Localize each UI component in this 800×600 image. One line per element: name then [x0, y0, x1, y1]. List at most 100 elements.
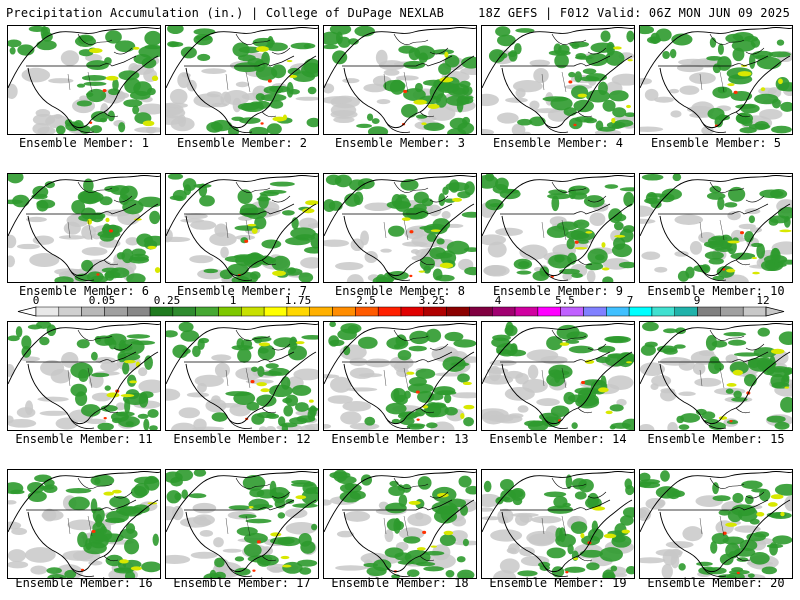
- colorbar-swatch: [537, 306, 561, 317]
- precip-map-graphic: [640, 322, 792, 430]
- ensemble-member-label: Ensemble Member: 1: [18, 136, 150, 150]
- colorbar-tick-label: 1.75: [284, 294, 312, 307]
- ensemble-member-map: [481, 25, 635, 135]
- colorbar-swatch: [355, 306, 379, 317]
- colorbar-tick-label: 12: [756, 294, 770, 307]
- precip-map-graphic: [324, 26, 476, 134]
- ensemble-member-map: [323, 173, 477, 283]
- precip-map-graphic: [482, 322, 634, 430]
- colorbar-swatch: [58, 306, 82, 317]
- ensemble-member-map: [481, 321, 635, 431]
- ensemble-member-map: [7, 173, 161, 283]
- ensemble-member-label: Ensemble Member: 19: [489, 576, 627, 590]
- ensemble-member-map: [7, 25, 161, 135]
- ensemble-member-map: [323, 25, 477, 135]
- colorbar-swatch: [400, 306, 425, 317]
- ensemble-member-map: [323, 321, 477, 431]
- ensemble-member-label: Ensemble Member: 5: [650, 136, 782, 150]
- colorbar-swatch: [742, 306, 767, 317]
- colorbar-tick-label: 7: [626, 294, 634, 307]
- precip-map-graphic: [166, 322, 318, 430]
- colorbar-swatch: [492, 306, 516, 317]
- colorbar-swatch: [263, 306, 288, 317]
- colorbar-swatch: [720, 306, 744, 317]
- colorbar-swatch: [149, 306, 174, 317]
- ensemble-member-label: Ensemble Member: 17: [173, 576, 311, 590]
- colorbar-tick-label: 0.05: [88, 294, 116, 307]
- colorbar-swatch: [606, 306, 630, 317]
- ensemble-member-map: [481, 173, 635, 283]
- colorbar-swatch: [560, 306, 584, 317]
- colorbar-swatch: [172, 306, 196, 317]
- ensemble-member-label: Ensemble Member: 8: [334, 284, 466, 298]
- precip-map-graphic: [482, 174, 634, 282]
- colorbar-right-arrow: [765, 306, 785, 317]
- precip-map-graphic: [166, 174, 318, 282]
- colorbar-swatch: [309, 306, 333, 317]
- precip-map-graphic: [324, 322, 476, 430]
- precip-map-graphic: [166, 470, 318, 578]
- precip-map-graphic: [324, 174, 476, 282]
- colorbar-swatch: [104, 306, 128, 317]
- ensemble-member-label: Ensemble Member: 13: [331, 432, 469, 446]
- colorbar-tick-label: 2.5: [356, 294, 376, 307]
- precip-colorbar: 0 0.05 0.25 1 1.75 2.5 3.25 4 5.5 7 9 12: [0, 294, 800, 318]
- ensemble-member-map: [639, 173, 793, 283]
- colorbar-swatch: [195, 306, 219, 317]
- precip-map-graphic: [640, 174, 792, 282]
- precip-map-graphic: [8, 174, 160, 282]
- ensemble-member-label: Ensemble Member: 14: [489, 432, 627, 446]
- colorbar-swatch: [583, 306, 607, 317]
- colorbar-tick-label: 0: [32, 294, 40, 307]
- colorbar-swatch: [423, 306, 447, 317]
- ensemble-member-map: [165, 469, 319, 579]
- ensemble-member-map: [165, 321, 319, 431]
- precip-map-graphic: [8, 470, 160, 578]
- ensemble-member-label: Ensemble Member: 15: [647, 432, 785, 446]
- precip-map-graphic: [8, 322, 160, 430]
- precip-map-graphic: [166, 26, 318, 134]
- colorbar-swatch: [332, 306, 356, 317]
- colorbar-tick-label: 3.25: [418, 294, 446, 307]
- colorbar-swatch: [514, 306, 539, 317]
- colorbar-swatch: [674, 306, 698, 317]
- colorbar-left-arrow: [17, 306, 37, 317]
- ensemble-member-map: [639, 25, 793, 135]
- colorbar-swatch: [81, 306, 105, 317]
- colorbar-tick-label: 5.5: [555, 294, 575, 307]
- ensemble-member-map: [481, 469, 635, 579]
- colorbar-swatch: [241, 306, 265, 317]
- colorbar-swatch: [286, 306, 310, 317]
- colorbar-tick-label: 1: [229, 294, 237, 307]
- colorbar-swatch: [377, 306, 402, 317]
- ensemble-member-label: Ensemble Member: 12: [173, 432, 311, 446]
- ensemble-member-map: [639, 321, 793, 431]
- ensemble-member-label: Ensemble Member: 9: [492, 284, 624, 298]
- precip-map-graphic: [640, 26, 792, 134]
- colorbar-swatch: [218, 306, 242, 317]
- colorbar-tick-label: 9: [693, 294, 701, 307]
- ensemble-member-label: Ensemble Member: 11: [15, 432, 153, 446]
- colorbar-swatches: [17, 306, 785, 317]
- precip-map-graphic: [482, 470, 634, 578]
- precip-map-graphic: [640, 470, 792, 578]
- ensemble-member-label: Ensemble Member: 20: [647, 576, 785, 590]
- colorbar-swatch: [697, 306, 721, 317]
- colorbar-tick-label: 4: [494, 294, 502, 307]
- ensemble-member-label: Ensemble Member: 7: [176, 284, 308, 298]
- ensemble-member-label: Ensemble Member: 6: [18, 284, 150, 298]
- ensemble-member-label: Ensemble Member: 3: [334, 136, 466, 150]
- ensemble-member-map: [323, 469, 477, 579]
- colorbar-tick-label: 0.25: [153, 294, 181, 307]
- ensemble-member-label: Ensemble Member: 16: [15, 576, 153, 590]
- colorbar-swatch: [651, 306, 675, 317]
- colorbar-swatch: [628, 306, 653, 317]
- ensemble-member-label: Ensemble Member: 18: [331, 576, 469, 590]
- precip-map-graphic: [8, 26, 160, 134]
- colorbar-swatch: [127, 306, 151, 317]
- precip-map-graphic: [482, 26, 634, 134]
- colorbar-swatch: [469, 306, 493, 317]
- ensemble-member-label: Ensemble Member: 4: [492, 136, 624, 150]
- ensemble-member-label: Ensemble Member: 2: [176, 136, 308, 150]
- ensemble-member-label: Ensemble Member: 10: [647, 284, 785, 298]
